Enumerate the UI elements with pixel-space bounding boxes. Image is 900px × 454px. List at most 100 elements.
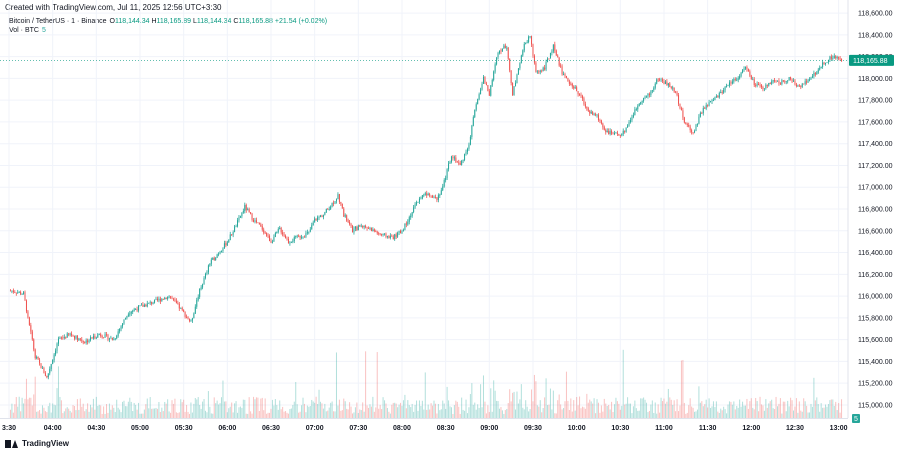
candle-body xyxy=(298,235,300,237)
volume-bar xyxy=(429,409,431,418)
volume-bar xyxy=(742,401,744,418)
candle-body xyxy=(634,109,636,116)
volume-bar xyxy=(215,403,217,418)
candle-body xyxy=(423,194,425,196)
candle-body xyxy=(656,79,658,84)
candle-body xyxy=(455,157,457,162)
volume-bar xyxy=(312,401,314,418)
volume-bar xyxy=(528,411,530,418)
candle-body xyxy=(595,114,597,116)
volume-label[interactable]: Vol · BTC xyxy=(9,27,39,34)
volume-bar xyxy=(452,413,454,418)
volume-bar xyxy=(76,399,78,418)
candle-body xyxy=(672,87,674,89)
volume-bar xyxy=(264,398,266,418)
candle-body xyxy=(679,103,681,109)
volume-bar xyxy=(23,403,25,418)
volume-bar xyxy=(213,397,215,418)
price-axis[interactable]: 118,600.00118,400.00118,200.00118,000.00… xyxy=(858,11,893,410)
candle-body xyxy=(728,82,730,86)
candle-body xyxy=(723,89,725,93)
volume-bar xyxy=(60,400,62,418)
candle-body xyxy=(609,130,611,135)
volume-bar xyxy=(413,411,415,418)
volume-bar xyxy=(244,399,246,418)
volume-bar xyxy=(707,407,709,418)
candle-body xyxy=(766,84,768,86)
volume-bar xyxy=(158,401,160,418)
candle-body xyxy=(369,227,371,229)
candle-body xyxy=(682,110,684,118)
volume-bar xyxy=(82,403,84,418)
volume-bar xyxy=(533,374,535,418)
candle-body xyxy=(490,85,492,96)
volume-bar xyxy=(474,402,476,418)
volume-bar xyxy=(426,409,428,418)
candle-body xyxy=(255,220,257,223)
candle-body xyxy=(523,43,525,51)
candle-body xyxy=(270,240,272,243)
volume-bar xyxy=(327,410,329,418)
volume-bar xyxy=(324,403,326,418)
volume-bar xyxy=(117,407,119,418)
candle-body xyxy=(346,215,348,221)
volume-bar xyxy=(737,407,739,418)
volume-bar xyxy=(768,403,770,418)
time-tick-label: 10:30 xyxy=(611,425,629,432)
volume-bar xyxy=(188,413,190,418)
candle-body xyxy=(14,291,16,293)
candle-body xyxy=(615,132,617,134)
candle-body xyxy=(474,109,476,118)
volume-bar xyxy=(683,402,685,418)
volume-bar xyxy=(696,409,698,418)
volume-bar xyxy=(472,404,474,418)
volume-bar xyxy=(139,413,141,418)
candle-body xyxy=(321,215,323,218)
candle-body xyxy=(531,36,533,45)
candle-body xyxy=(283,234,285,236)
candle-body xyxy=(807,79,809,83)
candle-body xyxy=(231,234,233,236)
candle-body xyxy=(110,337,112,339)
volume-bar xyxy=(420,405,422,418)
volume-bar xyxy=(212,413,214,418)
volume-bar xyxy=(750,398,752,418)
volume-bar xyxy=(692,407,694,418)
symbol-title[interactable]: Bitcoin / TetherUS · 1 · Binance xyxy=(9,18,107,25)
candle-body xyxy=(798,85,800,87)
volume-bar xyxy=(593,398,595,418)
volume-bar xyxy=(804,401,806,418)
volume-bar xyxy=(487,405,489,418)
volume-bar xyxy=(354,407,356,418)
volume-bar xyxy=(608,404,610,418)
candle-body xyxy=(335,199,337,202)
candle-body xyxy=(653,87,655,91)
candle-body xyxy=(477,99,479,105)
volume-bar xyxy=(552,390,554,418)
candle-body xyxy=(223,243,225,249)
candle-body xyxy=(501,48,503,52)
candle-body xyxy=(250,212,252,214)
candle-body xyxy=(782,80,784,82)
candle-body xyxy=(449,161,451,164)
volume-bar xyxy=(612,412,614,418)
candle-body xyxy=(424,193,426,195)
volume-bar xyxy=(838,403,840,418)
candle-body xyxy=(11,290,13,292)
volume-bar xyxy=(421,400,423,418)
candle-body xyxy=(708,102,710,106)
volume-bar xyxy=(360,410,362,418)
volume-bar xyxy=(469,394,471,418)
volume-bar xyxy=(124,406,126,418)
candle-body xyxy=(510,70,512,83)
volume-bar xyxy=(450,407,452,418)
candle-body xyxy=(87,340,89,342)
candle-body xyxy=(89,337,92,341)
time-axis[interactable]: 3:30 04:00 04:30 05:00 05:30 06:00 06:30 07:00 0… xyxy=(2,425,848,432)
volume-bar xyxy=(830,399,832,418)
candle-body xyxy=(156,298,158,301)
volume-bar xyxy=(206,412,208,418)
volume-bar xyxy=(433,400,435,418)
candle-body xyxy=(433,196,435,198)
